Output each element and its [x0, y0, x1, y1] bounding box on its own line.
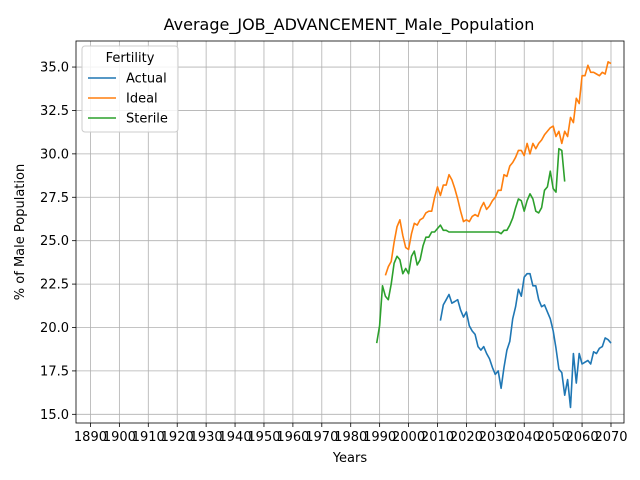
x-tick-label: 2060 [566, 430, 599, 445]
chart-title: Average_JOB_ADVANCEMENT_Male_Population [164, 15, 535, 35]
series-line-ideal [384, 60, 612, 276]
x-tick-label: 2040 [508, 430, 541, 445]
y-axis-title: % of Male Population [13, 164, 28, 300]
x-tick-label: 1950 [247, 430, 280, 445]
y-tick-label: 22.5 [40, 278, 69, 293]
x-tick-label: 1930 [190, 430, 223, 445]
x-tick-label: 2010 [421, 430, 454, 445]
y-tick-label: 27.5 [40, 191, 69, 206]
y-tick-label: 20.0 [40, 321, 69, 336]
legend-label-ideal: Ideal [126, 92, 158, 107]
x-tick-label: 1970 [305, 430, 338, 445]
x-tick-label: 2020 [450, 430, 483, 445]
x-axis: 1890190019101920193019401950196019701980… [74, 423, 628, 445]
y-axis: 15.0 17.5 20.0 22.5 25.0 27.5 30.0 32.5 35.0 [40, 61, 76, 423]
x-tick-label: 2050 [537, 430, 570, 445]
x-axis-title: Years [332, 451, 368, 466]
x-tick-label: 2030 [479, 430, 512, 445]
legend-box [81, 45, 179, 133]
y-tick-label: 25.0 [40, 234, 69, 249]
x-tick-label: 2000 [392, 430, 425, 445]
legend-label-actual: Actual [126, 72, 167, 87]
y-tick-label: 32.5 [40, 104, 69, 119]
series-line-actual [439, 272, 612, 409]
x-tick-label: 1990 [363, 430, 396, 445]
y-tick-label: 15.0 [40, 408, 69, 423]
x-tick-label: 1980 [334, 430, 367, 445]
series-line-sterile [375, 147, 566, 344]
x-tick-label: 1900 [103, 430, 136, 445]
x-tick-label: 2070 [594, 430, 627, 445]
x-tick-label: 1960 [276, 430, 309, 445]
y-tick-label: 35.0 [40, 61, 69, 76]
legend: Fertility Actual Ideal Sterile [81, 45, 179, 133]
x-tick-label: 1910 [132, 430, 165, 445]
plot-frame [75, 40, 625, 424]
x-tick-label: 1890 [74, 430, 107, 445]
y-tick-label: 17.5 [40, 364, 69, 379]
legend-label-sterile: Sterile [126, 112, 168, 127]
x-tick-label: 1920 [161, 430, 194, 445]
series-lines [375, 60, 612, 409]
x-tick-label: 1940 [219, 430, 252, 445]
y-tick-label: 30.0 [40, 147, 69, 162]
legend-title: Fertility [106, 51, 155, 66]
